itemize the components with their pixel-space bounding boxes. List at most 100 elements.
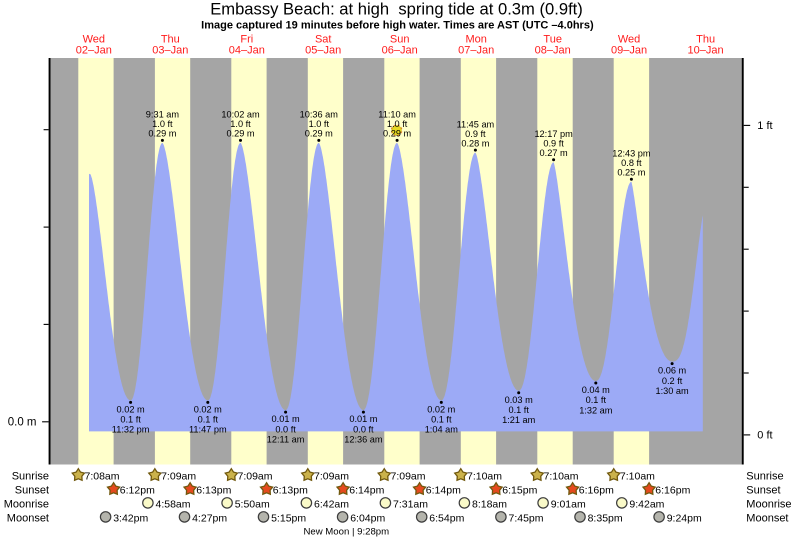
- svg-text:9:01am: 9:01am: [551, 498, 586, 510]
- svg-text:11:32 pm: 11:32 pm: [112, 425, 150, 435]
- svg-text:0.1 ft: 0.1 ft: [120, 415, 141, 425]
- svg-text:0.1 ft: 0.1 ft: [431, 415, 452, 425]
- svg-text:0.0 m: 0.0 m: [8, 417, 37, 429]
- svg-text:0.2 ft: 0.2 ft: [662, 376, 683, 386]
- svg-text:Moonset: Moonset: [746, 512, 788, 524]
- svg-text:10:36 am: 10:36 am: [300, 110, 339, 120]
- svg-text:Fri: Fri: [240, 33, 253, 45]
- svg-text:0.0 ft: 0.0 ft: [275, 424, 296, 434]
- svg-text:12:36 am: 12:36 am: [344, 434, 383, 444]
- svg-text:06–Jan: 06–Jan: [382, 44, 418, 56]
- svg-text:6:16pm: 6:16pm: [579, 484, 614, 496]
- svg-text:6:14pm: 6:14pm: [426, 484, 461, 496]
- svg-text:Tue: Tue: [543, 33, 562, 45]
- svg-text:6:13pm: 6:13pm: [273, 484, 308, 496]
- svg-text:0.0 ft: 0.0 ft: [353, 424, 374, 434]
- svg-text:6:13pm: 6:13pm: [196, 484, 231, 496]
- svg-text:0.1 ft: 0.1 ft: [198, 415, 219, 425]
- svg-text:6:42am: 6:42am: [314, 498, 349, 510]
- svg-text:Wed: Wed: [83, 33, 105, 45]
- svg-text:3:42pm: 3:42pm: [113, 512, 148, 524]
- svg-text:0.03 m: 0.03 m: [505, 395, 533, 405]
- svg-text:Thu: Thu: [161, 33, 180, 45]
- svg-text:7:31am: 7:31am: [393, 498, 428, 510]
- svg-text:0.28 m: 0.28 m: [461, 138, 489, 148]
- svg-text:5:50am: 5:50am: [235, 498, 270, 510]
- svg-text:0.8 ft: 0.8 ft: [621, 158, 642, 168]
- svg-text:9:42am: 9:42am: [629, 498, 664, 510]
- svg-text:11:47 pm: 11:47 pm: [189, 425, 227, 435]
- svg-text:07–Jan: 07–Jan: [458, 44, 494, 56]
- svg-text:04–Jan: 04–Jan: [229, 44, 265, 56]
- svg-text:Mon: Mon: [465, 33, 486, 45]
- svg-text:Moonrise: Moonrise: [746, 498, 791, 510]
- svg-text:09–Jan: 09–Jan: [611, 44, 647, 56]
- svg-text:7:09am: 7:09am: [161, 470, 196, 482]
- svg-text:5:15pm: 5:15pm: [271, 512, 306, 524]
- svg-text:0.9 ft: 0.9 ft: [465, 129, 486, 139]
- svg-text:9:31 am: 9:31 am: [146, 110, 180, 120]
- svg-text:Image captured 19 minutes befo: Image captured 19 minutes before high wa…: [201, 19, 594, 31]
- svg-text:03–Jan: 03–Jan: [152, 44, 188, 56]
- svg-text:0.1 ft: 0.1 ft: [508, 405, 529, 415]
- svg-text:6:15pm: 6:15pm: [502, 484, 537, 496]
- svg-text:0.29 m: 0.29 m: [305, 129, 333, 139]
- svg-text:Sun: Sun: [390, 33, 410, 45]
- svg-text:0.9 ft: 0.9 ft: [543, 139, 564, 149]
- svg-text:6:14pm: 6:14pm: [349, 484, 384, 496]
- svg-text:1.0 ft: 1.0 ft: [152, 119, 173, 129]
- svg-text:0.29 m: 0.29 m: [148, 129, 176, 139]
- svg-text:0.27 m: 0.27 m: [540, 148, 568, 158]
- svg-text:Sunrise: Sunrise: [12, 470, 49, 482]
- svg-text:12:11 am: 12:11 am: [267, 434, 305, 444]
- svg-text:7:08am: 7:08am: [85, 470, 120, 482]
- svg-text:Sat: Sat: [315, 33, 332, 45]
- svg-text:7:10am: 7:10am: [467, 470, 502, 482]
- svg-text:7:10am: 7:10am: [544, 470, 579, 482]
- svg-text:New Moon | 9:28pm: New Moon | 9:28pm: [303, 526, 389, 537]
- svg-text:6:16pm: 6:16pm: [655, 484, 690, 496]
- svg-text:Moonrise: Moonrise: [4, 498, 49, 510]
- svg-text:0.02 m: 0.02 m: [427, 405, 455, 415]
- svg-text:9:24pm: 9:24pm: [667, 512, 702, 524]
- svg-text:Embassy Beach: at high spring: Embassy Beach: at high spring tide at 0.…: [210, 0, 583, 18]
- svg-text:1:04 am: 1:04 am: [425, 425, 459, 435]
- svg-text:4:27pm: 4:27pm: [192, 512, 227, 524]
- svg-text:0.04 m: 0.04 m: [582, 385, 610, 395]
- svg-text:1.0 ft: 1.0 ft: [230, 119, 251, 129]
- svg-text:0.02 m: 0.02 m: [117, 405, 145, 415]
- svg-text:8:35pm: 8:35pm: [588, 512, 623, 524]
- svg-text:1:32 am: 1:32 am: [579, 405, 613, 415]
- svg-text:1 ft: 1 ft: [757, 120, 772, 132]
- svg-text:0.25 m: 0.25 m: [617, 167, 645, 177]
- svg-text:Sunset: Sunset: [746, 484, 780, 496]
- svg-text:7:45pm: 7:45pm: [509, 512, 544, 524]
- svg-text:11:10 am: 11:10 am: [378, 110, 416, 120]
- svg-text:0 ft: 0 ft: [757, 430, 772, 442]
- svg-text:02–Jan: 02–Jan: [76, 44, 112, 56]
- svg-text:7:09am: 7:09am: [314, 470, 349, 482]
- svg-text:08–Jan: 08–Jan: [535, 44, 571, 56]
- svg-text:8:18am: 8:18am: [472, 498, 507, 510]
- svg-text:6:54pm: 6:54pm: [429, 512, 464, 524]
- svg-text:11:45 am: 11:45 am: [457, 119, 495, 129]
- svg-text:05–Jan: 05–Jan: [305, 44, 341, 56]
- svg-text:6:04pm: 6:04pm: [350, 512, 385, 524]
- svg-text:Sunrise: Sunrise: [746, 470, 783, 482]
- svg-text:1:21 am: 1:21 am: [502, 415, 536, 425]
- svg-text:Wed: Wed: [618, 33, 640, 45]
- svg-text:0.1 ft: 0.1 ft: [586, 395, 607, 405]
- svg-text:Moonset: Moonset: [7, 512, 49, 524]
- svg-text:10–Jan: 10–Jan: [688, 44, 724, 56]
- svg-text:6:12pm: 6:12pm: [120, 484, 155, 496]
- svg-text:12:43 pm: 12:43 pm: [612, 148, 651, 158]
- svg-text:0.01 m: 0.01 m: [272, 414, 300, 424]
- svg-text:1.0 ft: 1.0 ft: [309, 119, 330, 129]
- svg-text:Sunset: Sunset: [15, 484, 49, 496]
- svg-text:7:10am: 7:10am: [620, 470, 655, 482]
- svg-text:1:30 am: 1:30 am: [655, 386, 689, 396]
- svg-text:12:17 pm: 12:17 pm: [534, 129, 573, 139]
- svg-text:4:58am: 4:58am: [156, 498, 191, 510]
- svg-text:10:02 am: 10:02 am: [221, 110, 260, 120]
- svg-text:0.29 m: 0.29 m: [383, 129, 411, 139]
